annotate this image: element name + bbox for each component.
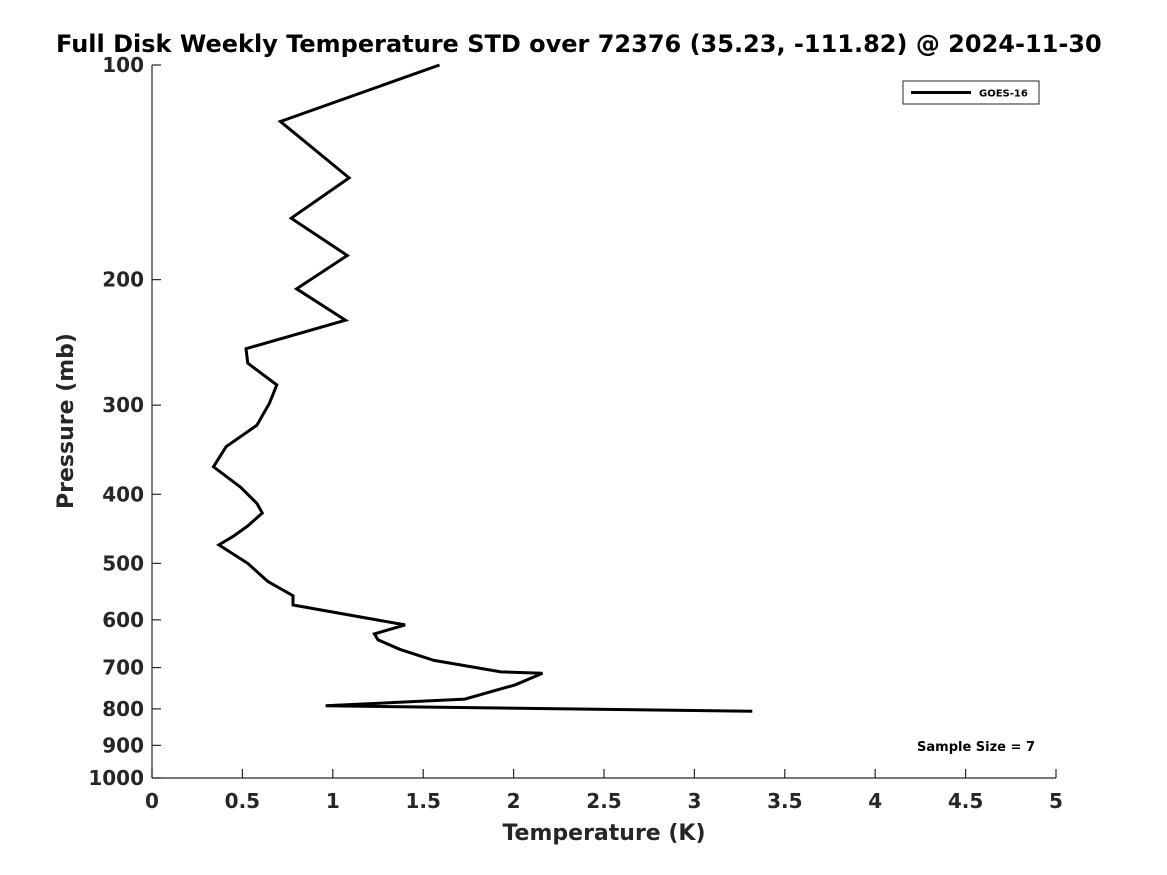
series-line-goes-16: [211, 63, 753, 713]
chart-title: Full Disk Weekly Temperature STD over 72…: [56, 30, 1102, 58]
x-tick-label: 4.5: [948, 789, 983, 813]
y-tick-label: 800: [102, 697, 144, 721]
y-tick-label: 1000: [88, 766, 144, 790]
y-tick-label: 900: [102, 733, 144, 757]
x-tick-label: 2: [507, 789, 521, 813]
x-tick-label: 4: [868, 789, 882, 813]
y-tick-label: 700: [102, 656, 144, 680]
y-tick-label: 500: [102, 551, 144, 575]
x-tick-label: 0.5: [225, 789, 260, 813]
y-tick-label: 200: [102, 268, 144, 292]
series-layer: [211, 63, 753, 713]
sample-size-annotation: Sample Size = 7: [917, 740, 1035, 755]
y-axis-label: Pressure (mb): [54, 333, 79, 509]
x-tick-label: 5: [1049, 789, 1063, 813]
x-tick-label: 0: [145, 789, 159, 813]
x-tick-label: 1.5: [405, 789, 440, 813]
x-tick-label: 3.5: [767, 789, 802, 813]
plot-axes: 0 0.5 1 1.5 2 2.5 3 3.5 4 4.5 5 100 200 300 400 500 600 7…: [88, 53, 1063, 813]
x-tick-label: 3: [687, 789, 701, 813]
y-tick-label: 400: [102, 482, 144, 506]
x-tick-label: 1: [326, 789, 340, 813]
legend: GOES-16: [902, 80, 1040, 105]
y-tick-label: 100: [102, 53, 144, 77]
x-axis-label: Temperature (K): [502, 821, 705, 846]
legend-label: GOES-16: [979, 89, 1028, 100]
x-tick-label: 2.5: [586, 789, 621, 813]
y-tick-label: 300: [102, 393, 144, 417]
y-tick-label: 600: [102, 608, 144, 632]
